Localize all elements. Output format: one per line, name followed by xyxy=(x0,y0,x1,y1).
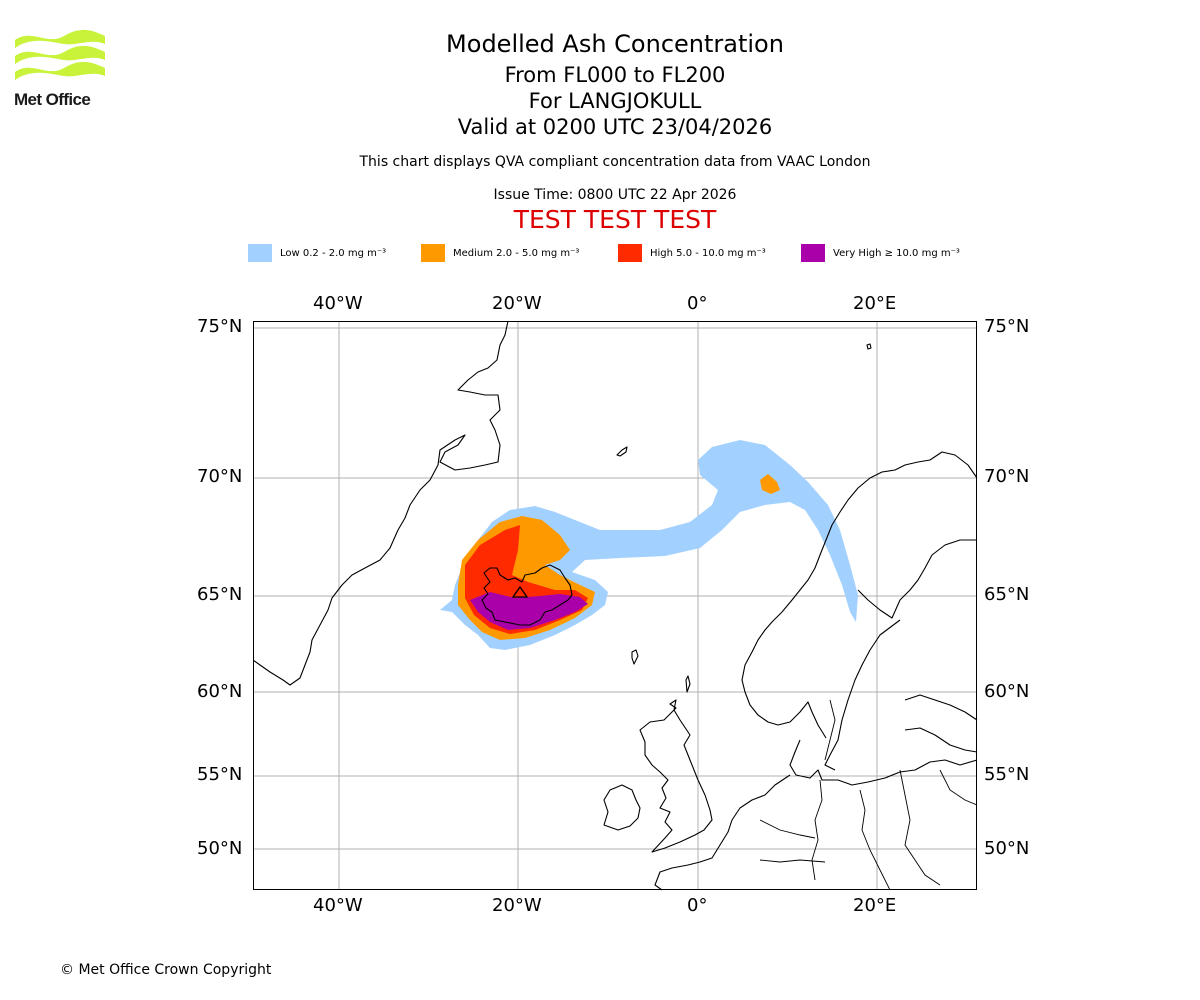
lon-label-top-0: 0° xyxy=(687,293,708,314)
lat-label-left-60: 60°N xyxy=(197,681,243,702)
lat-label-right-50: 50°N xyxy=(984,838,1030,859)
logo-text: Met Office xyxy=(14,90,91,109)
coast-shetland xyxy=(685,675,691,693)
country-borders xyxy=(759,699,978,891)
lat-label-right-55: 55°N xyxy=(984,764,1030,785)
map-frame xyxy=(253,321,977,890)
volcano-name: For LANGJOKULL xyxy=(528,89,702,113)
ash-medium-patch-norway xyxy=(760,474,780,494)
coast-jan-mayen xyxy=(616,446,628,457)
legend-label-high: High 5.0 - 10.0 mg m⁻³ xyxy=(650,247,766,259)
lat-label-right-60: 60°N xyxy=(984,681,1030,702)
legend-item-high: High 5.0 - 10.0 mg m⁻³ xyxy=(618,244,766,262)
met-office-waves-icon xyxy=(15,29,105,80)
chart-title: Modelled Ash Concentration xyxy=(446,30,784,58)
coast-sweden-finland xyxy=(824,539,977,771)
volcano-marker-icon xyxy=(511,585,529,598)
legend-item-low: Low 0.2 - 2.0 mg m⁻³ xyxy=(248,244,386,262)
coast-ireland xyxy=(603,784,641,831)
lat-label-left-65: 65°N xyxy=(197,584,243,605)
lon-label-bottom-20e: 20°E xyxy=(853,895,897,916)
lon-label-top-40w: 40°W xyxy=(313,293,363,314)
lat-label-right-65: 65°N xyxy=(984,584,1030,605)
lon-label-top-20e: 20°E xyxy=(853,293,897,314)
lat-label-left-75: 75°N xyxy=(197,316,243,337)
lon-label-bottom-40w: 40°W xyxy=(313,895,363,916)
title-block: Modelled Ash Concentration From FL000 to… xyxy=(300,30,930,234)
coast-great-britain xyxy=(639,699,713,853)
legend-item-medium: Medium 2.0 - 5.0 mg m⁻³ xyxy=(421,244,579,262)
description: This chart displays QVA compliant concen… xyxy=(359,154,871,170)
lon-label-bottom-0: 0° xyxy=(687,895,708,916)
ash-map xyxy=(253,321,978,891)
lon-label-bottom-20w: 20°W xyxy=(492,895,542,916)
copyright: © Met Office Crown Copyright xyxy=(60,962,272,978)
lat-label-left-50: 50°N xyxy=(197,838,243,859)
coast-baltic-states xyxy=(904,694,978,753)
coast-scandinavia xyxy=(741,451,978,739)
lat-label-right-70: 70°N xyxy=(984,466,1030,487)
coastlines xyxy=(253,321,978,891)
lat-label-left-55: 55°N xyxy=(197,764,243,785)
issue-time: Issue Time: 0800 UTC 22 Apr 2026 xyxy=(493,187,737,203)
legend-label-low: Low 0.2 - 2.0 mg m⁻³ xyxy=(280,247,387,259)
graticule xyxy=(253,321,977,890)
valid-time: Valid at 0200 UTC 23/04/2026 xyxy=(457,115,773,139)
map-background xyxy=(253,321,977,889)
legend-swatch-low xyxy=(248,244,272,262)
legend-swatch-high xyxy=(618,244,642,262)
legend-item-very-high: Very High ≥ 10.0 mg m⁻³ xyxy=(801,244,960,262)
coast-svalbard-islet xyxy=(866,343,872,350)
legend: Low 0.2 - 2.0 mg m⁻³ Medium 2.0 - 5.0 mg… xyxy=(248,244,1008,264)
met-office-logo: Met Office xyxy=(12,28,112,113)
coast-continent xyxy=(654,739,978,891)
lat-label-right-75: 75°N xyxy=(984,316,1030,337)
test-banner: TEST TEST TEST xyxy=(513,205,717,234)
flight-levels: From FL000 to FL200 xyxy=(504,63,726,87)
lon-label-top-20w: 20°W xyxy=(492,293,542,314)
coast-iceland xyxy=(481,564,573,626)
coast-greenland xyxy=(253,321,509,686)
legend-swatch-very-high xyxy=(801,244,825,262)
legend-label-very-high: Very High ≥ 10.0 mg m⁻³ xyxy=(833,247,960,259)
coast-faroes xyxy=(631,649,639,665)
lat-label-left-70: 70°N xyxy=(197,466,243,487)
legend-swatch-medium xyxy=(421,244,445,262)
legend-label-medium: Medium 2.0 - 5.0 mg m⁻³ xyxy=(453,247,580,259)
